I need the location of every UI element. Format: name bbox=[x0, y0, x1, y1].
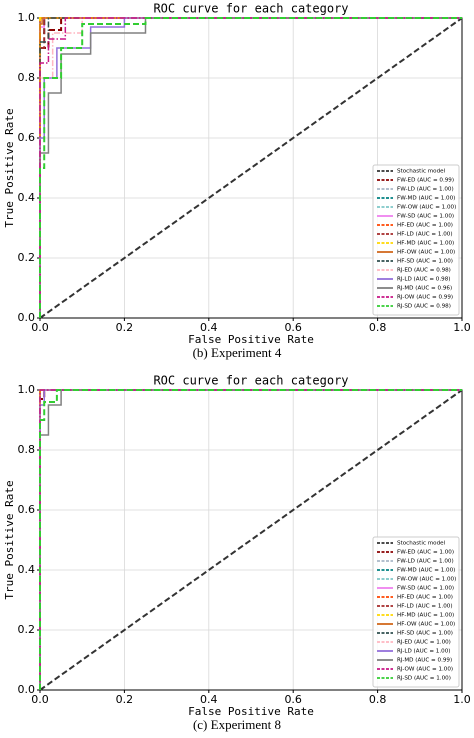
legend-label: RJ-ED (AUC = 1.00) bbox=[397, 640, 451, 646]
legend-label: FW-SD (AUC = 1.00) bbox=[397, 586, 454, 592]
x-tick-label: 0.0 bbox=[31, 693, 49, 706]
legend-label: HF-MD (AUC = 1.00) bbox=[397, 613, 454, 619]
y-axis-label: True Positive Rate bbox=[3, 108, 16, 227]
x-tick-label: 1.0 bbox=[453, 693, 471, 706]
legend-label: FW-OW (AUC = 1.00) bbox=[397, 577, 456, 583]
x-tick-label: 0.2 bbox=[116, 321, 134, 334]
legend-label: FW-MD (AUC = 1.00) bbox=[397, 568, 455, 574]
y-tick-label: 1.0 bbox=[18, 11, 36, 24]
roc-line bbox=[39, 17, 462, 318]
x-axis-label: False Positive Rate bbox=[188, 333, 314, 346]
chart-title: ROC curve for each category bbox=[153, 2, 348, 16]
y-tick-label: 0.2 bbox=[18, 251, 36, 264]
y-tick-label: 0.2 bbox=[18, 623, 36, 636]
legend-label: HF-SD (AUC = 1.00) bbox=[397, 631, 453, 637]
legend-label: Stochastic model bbox=[397, 169, 446, 175]
x-tick-label: 0.6 bbox=[284, 693, 302, 706]
y-tick-label: 0.0 bbox=[18, 311, 36, 324]
y-tick-label: 0.8 bbox=[18, 443, 36, 456]
y-tick-label: 0.6 bbox=[18, 131, 36, 144]
legend-label: HF-LD (AUC = 1.00) bbox=[397, 604, 453, 610]
legend-label: RJ-MD (AUC = 0.99) bbox=[397, 658, 452, 664]
legend-label: RJ-SD (AUC = 0.98) bbox=[397, 304, 451, 310]
legend-label: HF-SD (AUC = 1.00) bbox=[397, 259, 453, 265]
legend-label: HF-ED (AUC = 1.00) bbox=[397, 595, 453, 601]
x-tick-label: 0.8 bbox=[369, 693, 387, 706]
legend-label: FW-OW (AUC = 1.00) bbox=[397, 205, 456, 211]
legend-label: HF-OW (AUC = 1.00) bbox=[397, 622, 455, 628]
legend-label: FW-LD (AUC = 1.00) bbox=[397, 187, 454, 193]
legend-label: HF-ED (AUC = 1.00) bbox=[397, 223, 453, 229]
y-tick-label: 0.4 bbox=[18, 563, 36, 576]
legend-label: HF-LD (AUC = 1.00) bbox=[397, 232, 453, 238]
legend-label: RJ-OW (AUC = 0.99) bbox=[397, 295, 453, 301]
x-tick-label: 0.8 bbox=[369, 321, 387, 334]
caption: (c) Experiment 8 bbox=[193, 717, 281, 732]
legend-frame bbox=[372, 164, 460, 316]
chart: ROC curve for each category 0.0 0.2 0.4 0.6 0… bbox=[3, 374, 471, 732]
legend-frame bbox=[372, 536, 460, 688]
x-tick-label: 0.6 bbox=[284, 321, 302, 334]
legend-label: FW-ED (AUC = 1.00) bbox=[397, 550, 454, 556]
x-tick-label: 0.0 bbox=[31, 321, 49, 334]
legend-label: RJ-LD (AUC = 1.00) bbox=[397, 649, 450, 655]
y-tick-label: 0.6 bbox=[18, 503, 36, 516]
legend-label: RJ-SD (AUC = 1.00) bbox=[397, 676, 451, 682]
legend-label: HF-OW (AUC = 1.00) bbox=[397, 250, 455, 256]
legend-label: RJ-OW (AUC = 1.00) bbox=[397, 667, 453, 673]
x-tick-label: 0.4 bbox=[200, 321, 218, 334]
x-tick-label: 1.0 bbox=[453, 321, 471, 334]
y-axis-label: True Positive Rate bbox=[3, 480, 16, 599]
chart: ROC curve for each category 0.0 0.2 0.4 0.6 0… bbox=[3, 2, 471, 360]
y-tick-label: 0.0 bbox=[18, 683, 36, 696]
roc-line bbox=[39, 17, 462, 318]
roc-line bbox=[39, 389, 462, 690]
roc-line bbox=[39, 17, 463, 319]
legend-label: RJ-MD (AUC = 0.96) bbox=[397, 286, 452, 292]
caption: (b) Experiment 4 bbox=[193, 345, 282, 360]
roc-line bbox=[39, 17, 462, 318]
legend-label: FW-LD (AUC = 1.00) bbox=[397, 559, 454, 565]
roc-line bbox=[39, 389, 463, 691]
x-tick-label: 0.4 bbox=[200, 693, 218, 706]
legend-label: Stochastic model bbox=[397, 541, 446, 547]
legend-label: FW-MD (AUC = 1.00) bbox=[397, 196, 455, 202]
legend-label: RJ-ED (AUC = 0.98) bbox=[397, 268, 451, 274]
legend-label: RJ-LD (AUC = 0.98) bbox=[397, 277, 450, 283]
legend-label: FW-ED (AUC = 0.99) bbox=[397, 178, 454, 184]
legend-label: HF-MD (AUC = 1.00) bbox=[397, 241, 454, 247]
x-axis-label: False Positive Rate bbox=[188, 705, 314, 718]
y-tick-label: 0.8 bbox=[18, 71, 36, 84]
y-tick-label: 0.4 bbox=[18, 191, 36, 204]
y-tick-label: 1.0 bbox=[18, 383, 36, 396]
chart-title: ROC curve for each category bbox=[153, 374, 348, 388]
x-tick-label: 0.2 bbox=[116, 693, 134, 706]
legend-label: FW-SD (AUC = 1.00) bbox=[397, 214, 454, 220]
